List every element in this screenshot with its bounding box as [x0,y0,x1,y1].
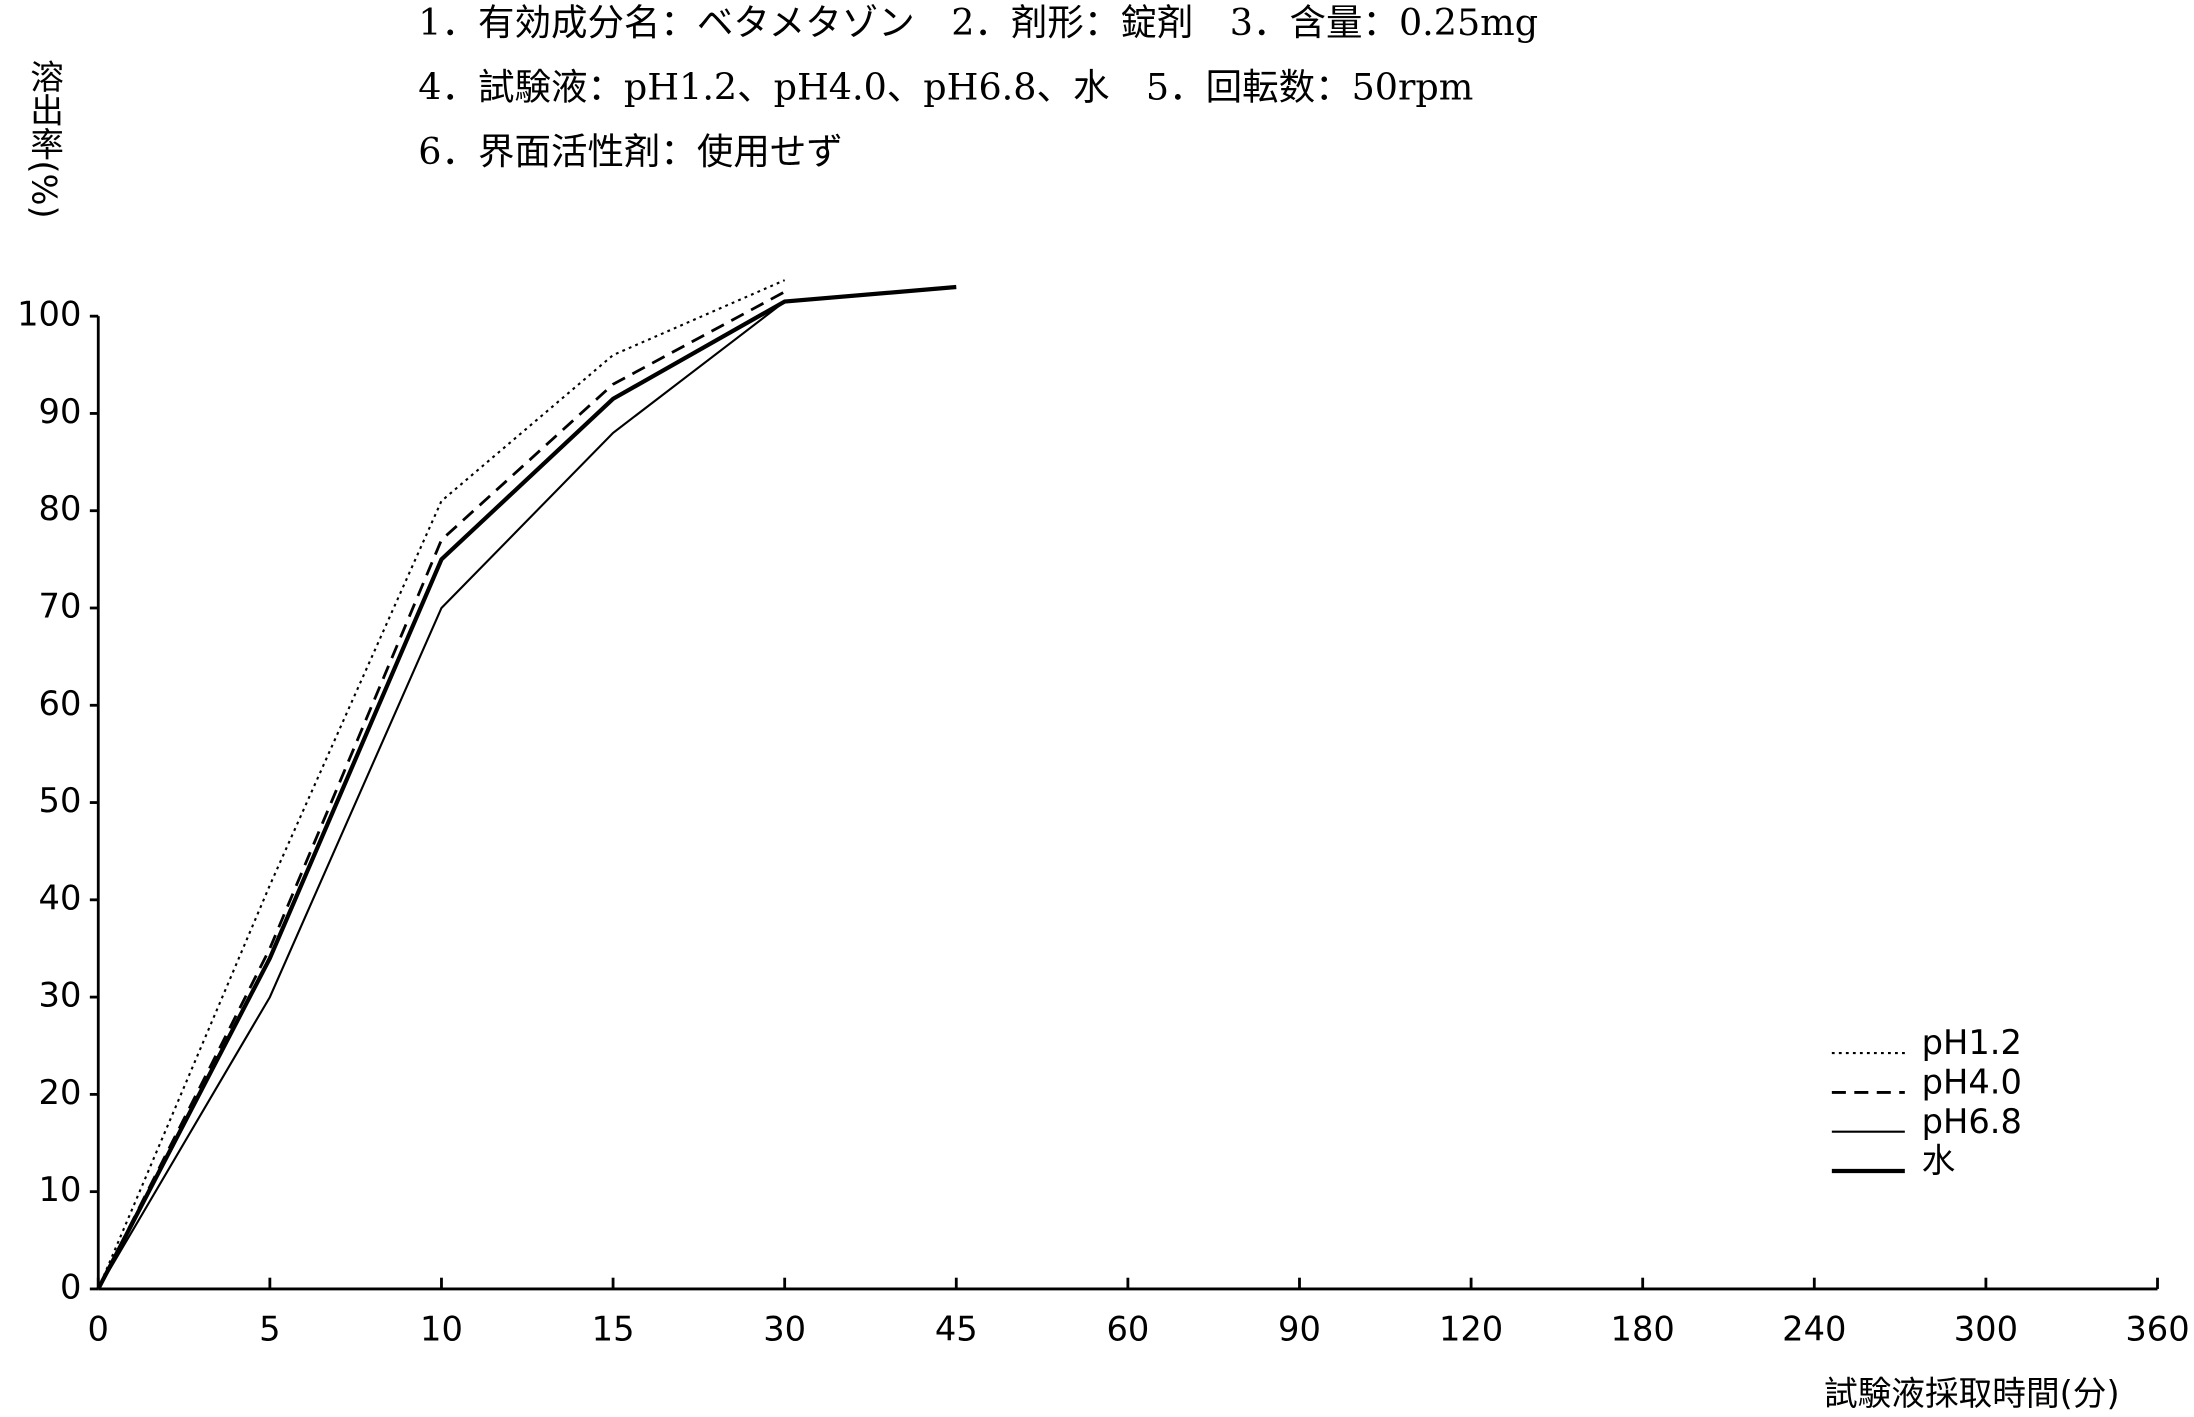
y-tick-label: 0 [60,1267,81,1306]
x-tick-label: 300 [1954,1310,2018,1349]
legend-label: 水 [1922,1141,1956,1180]
x-tick-label: 15 [592,1310,635,1349]
x-tick-label: 5 [259,1310,280,1349]
legend-label: pH6.8 [1922,1102,2022,1141]
y-tick-label: 90 [39,392,82,431]
title-line: 1．有効成分名：ベタメタゾン 2．剤形：錠剤 3．含量：0.25mg [418,1,1538,44]
legend-label: pH1.2 [1922,1023,2022,1062]
y-tick-label: 40 [39,878,82,917]
x-tick-label: 10 [420,1310,463,1349]
y-tick-label: 100 [17,295,81,334]
title-line: 6．界面活性剤：使用せず [418,130,843,173]
x-tick-label: 90 [1278,1310,1321,1349]
x-tick-label: 360 [2125,1310,2189,1349]
x-tick-label: 0 [88,1310,109,1349]
x-tick-label: 45 [935,1310,978,1349]
x-axis-label: 試験液採取時間(分) [1824,1374,2120,1413]
y-tick-label: 20 [39,1073,82,1112]
title-line: 4．試験液：pH1.2、pH4.0、pH6.8、水 5．回転数：50rpm [418,66,1473,109]
series-line [97,290,786,1290]
x-tick-label: 180 [1611,1310,1675,1349]
x-tick-label: 240 [1782,1310,1846,1349]
y-tick-label: 50 [39,781,82,820]
y-tick-label: 80 [39,489,82,528]
y-tick-label: 30 [39,976,82,1015]
legend-label: pH4.0 [1922,1062,2022,1101]
y-axis-label: 溶出率(%) [25,59,64,219]
series-line [96,284,957,1290]
x-tick-label: 30 [763,1310,806,1349]
y-tick-label: 70 [39,586,82,625]
y-tick-label: 60 [39,684,82,723]
y-tick-label: 10 [39,1170,82,1209]
x-tick-label: 60 [1106,1310,1149,1349]
series-line [97,279,786,1290]
x-tick-label: 120 [1439,1310,1503,1349]
series-line [97,300,786,1290]
